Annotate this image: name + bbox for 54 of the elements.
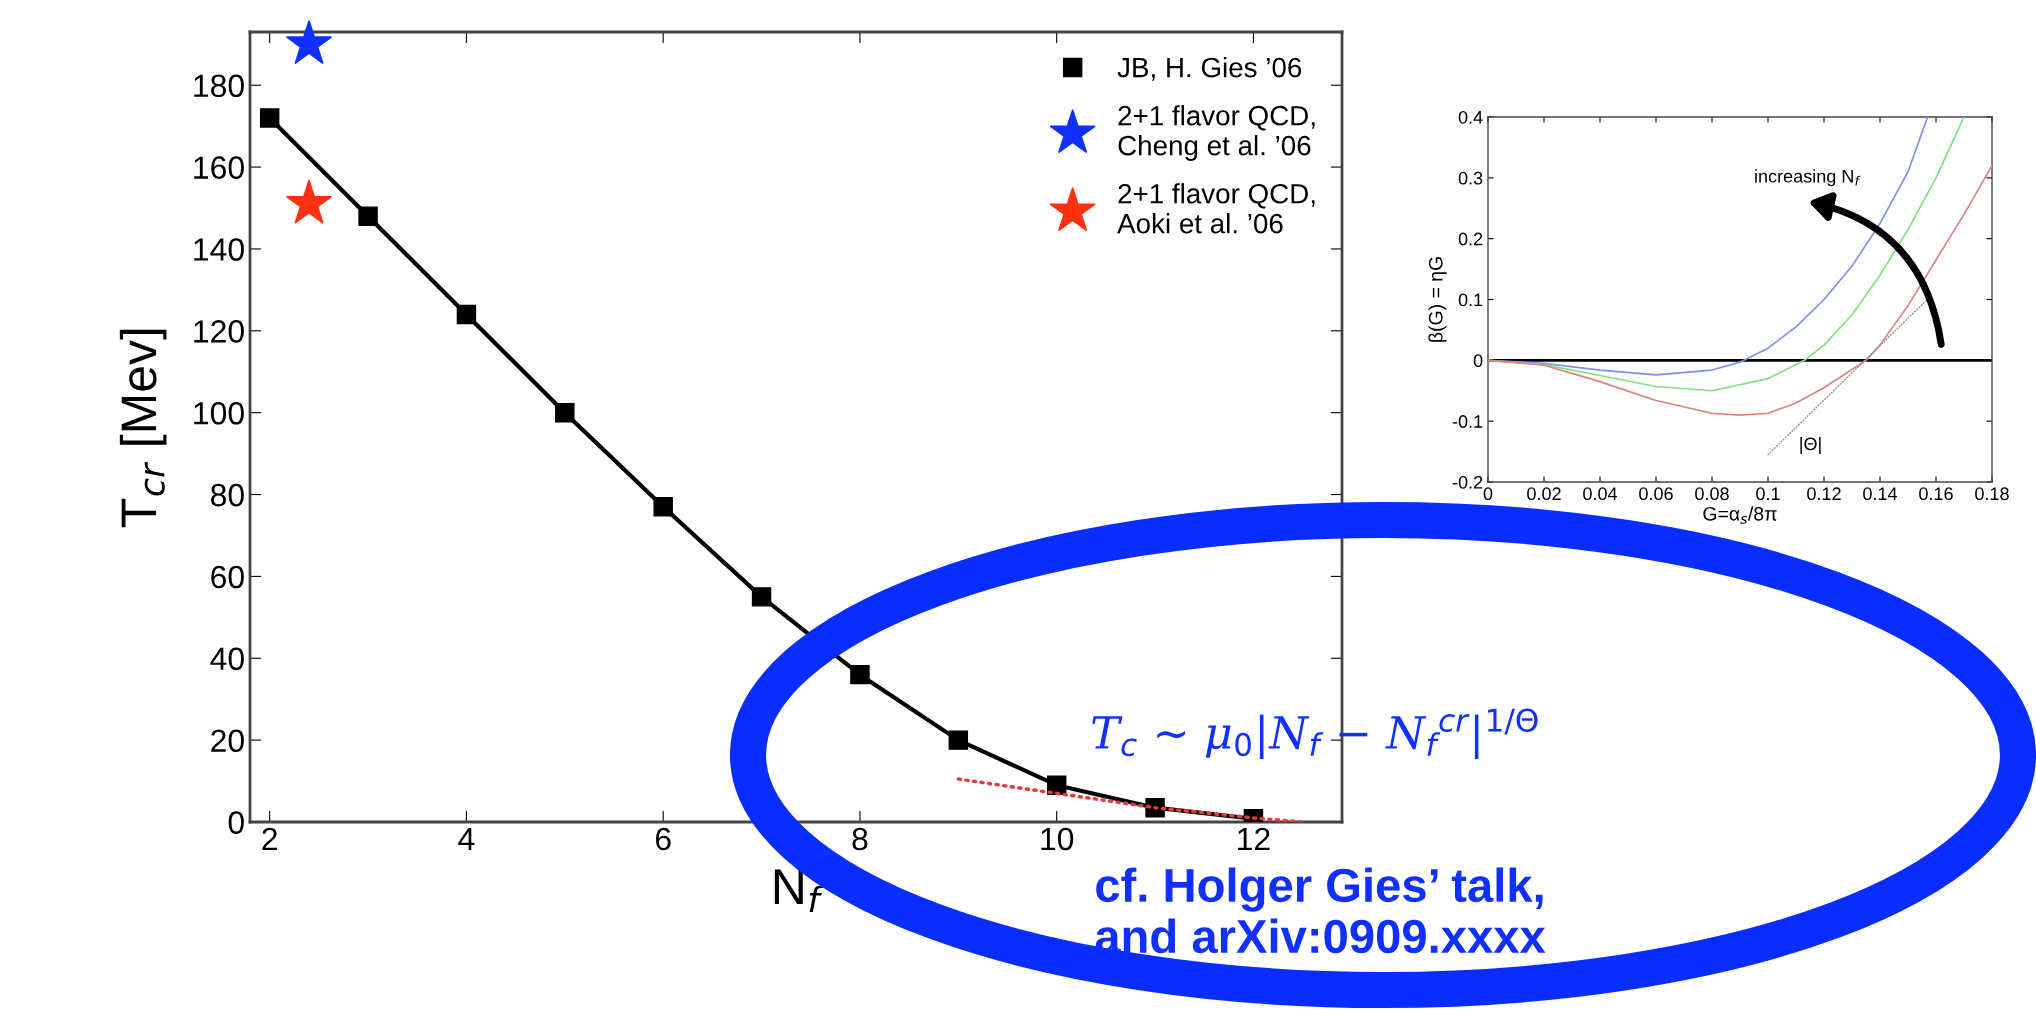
x-tick-label: 0.18 bbox=[1975, 487, 2009, 501]
legend-label: 2+1 flavor QCD, Aoki et al. ’06 bbox=[1117, 183, 1315, 234]
point bbox=[751, 587, 772, 607]
y-axis-title: T$_{cr}$ [Mev] bbox=[119, 329, 167, 528]
x-tick-label: 2 bbox=[262, 827, 277, 851]
y-tick-label: 80 bbox=[211, 483, 244, 507]
y-tick-label: 40 bbox=[210, 647, 244, 671]
text: cf. Holger Gies’ talk, and arXiv:0909.xxxx bbox=[1095, 867, 1546, 954]
x-tick-label: 0.04 bbox=[1583, 487, 1618, 501]
point bbox=[358, 206, 378, 226]
y-tick-label: 160 bbox=[194, 156, 244, 179]
y-axis-title: β(G) = ηG bbox=[1428, 257, 1447, 342]
x-tick-label: 0.1 bbox=[1756, 487, 1780, 501]
y-tick-label: 0.4 bbox=[1458, 110, 1483, 124]
annotation: increasing N$_{f}$ bbox=[1755, 169, 1861, 187]
y-tick-label: 0 bbox=[228, 811, 244, 834]
x-axis-title: N$_{f}$ bbox=[774, 869, 825, 913]
point bbox=[653, 497, 673, 517]
x-tick-label: 0 bbox=[1483, 487, 1493, 501]
y-tick-label: 140 bbox=[194, 238, 244, 261]
point bbox=[259, 108, 280, 128]
x-tick-label: 8 bbox=[852, 827, 868, 851]
y-tick-label: 20 bbox=[211, 729, 244, 753]
y-tick-label: 0.2 bbox=[1458, 232, 1483, 246]
y-tick-label: -0.1 bbox=[1452, 415, 1483, 428]
x-axis-title: G=α$_{s}$/8π bbox=[1703, 506, 1777, 524]
y-tick-label: 0.1 bbox=[1458, 293, 1483, 307]
x-tick-label: 10 bbox=[1041, 827, 1074, 851]
y-tick-label: -0.2 bbox=[1452, 475, 1483, 489]
point bbox=[850, 664, 870, 685]
x-tick-label: 4 bbox=[458, 828, 475, 851]
y-tick-label: 120 bbox=[194, 320, 244, 343]
x-tick-label: 0.14 bbox=[1863, 487, 1898, 501]
legend-label: JB, H. Gies ’06 bbox=[1117, 57, 1302, 81]
x-tick-label: 12 bbox=[1238, 827, 1270, 851]
y-tick-label: 60 bbox=[211, 565, 244, 589]
x-tick-label: 0.06 bbox=[1639, 487, 1673, 501]
y-tick-label: 180 bbox=[194, 74, 244, 98]
point bbox=[456, 304, 477, 325]
line-series bbox=[956, 777, 1305, 822]
y-tick-label: 0.3 bbox=[1458, 171, 1483, 185]
y-tick-label: 100 bbox=[194, 401, 244, 425]
x-tick-label: 6 bbox=[655, 827, 671, 851]
x-tick-label: 0.12 bbox=[1807, 487, 1841, 501]
point bbox=[1046, 775, 1067, 795]
point bbox=[555, 402, 575, 423]
y-tick-label: 0 bbox=[1473, 354, 1483, 368]
annotation: |Θ| bbox=[1800, 437, 1821, 454]
x-tick-label: 0.16 bbox=[1919, 487, 1953, 501]
line-series bbox=[1488, 164, 1992, 416]
x-tick-label: 0.02 bbox=[1527, 487, 1561, 501]
legend-label: 2+1 flavor QCD, Cheng et al. ’06 bbox=[1118, 105, 1315, 161]
x-tick-label: 0.08 bbox=[1695, 487, 1729, 501]
point bbox=[948, 730, 969, 750]
